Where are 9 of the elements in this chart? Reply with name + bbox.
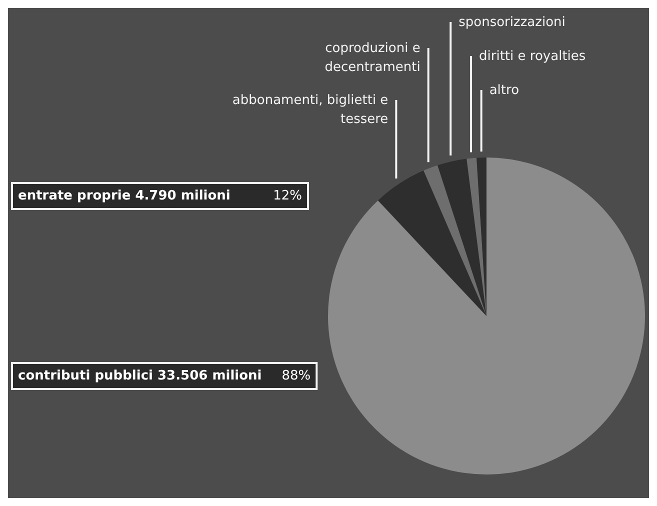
slice-label: contributi pubblici 33.506 milioni <box>18 368 262 384</box>
text: entrate proprie 4.790 milioni <box>18 188 230 204</box>
slice-label: abbonamenti, biglietti e tessere <box>232 92 388 127</box>
slice-label: diritti e royalties <box>479 48 586 64</box>
slice-label: altro <box>489 82 520 98</box>
slice-label: coproduzioni e decentramenti <box>324 40 420 75</box>
slice-label: sponsorizzazioni <box>458 14 566 30</box>
data-label: 88% <box>282 368 311 384</box>
text: 12% <box>273 188 302 204</box>
